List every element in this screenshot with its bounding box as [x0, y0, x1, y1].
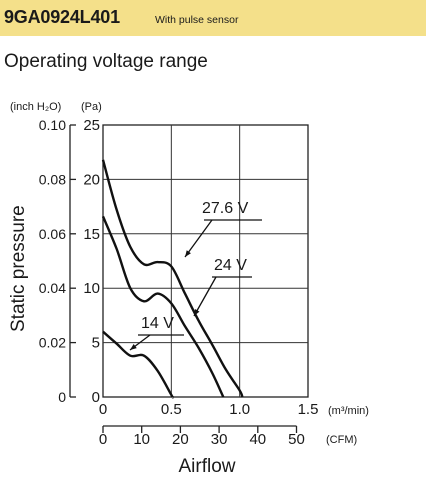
y-axis-title: Static pressure [8, 205, 29, 332]
x-cfm-tick-label: 20 [172, 431, 189, 448]
series-line-2 [102, 330, 175, 399]
chart-series [101, 159, 244, 399]
x-m3-tick-label: 1.0 [229, 401, 250, 418]
x-cfm-tick-label: 50 [288, 431, 305, 448]
y-right-unit-label: (Pa) [81, 101, 102, 113]
y-left-unit-label: (inch H₂O) [10, 101, 61, 113]
y-inch-tick-label: 0.08 [39, 171, 66, 187]
model-number: 9GA0924L401 [4, 7, 120, 27]
x-primary-unit-label: (m³/min) [328, 405, 369, 417]
y-pa-tick-label: 25 [83, 117, 100, 134]
chart-series-labels: 27.6 V 24 V 14 V [129, 200, 262, 351]
series-label-leader-0 [184, 219, 213, 258]
x-cfm-tick-label: 10 [133, 431, 150, 448]
series-label-arrowhead-2 [130, 344, 137, 350]
y-pa-tick-label: 10 [83, 280, 100, 297]
chart-axes: 0 0.02 0.04 0.06 0.08 0.10 0 5 10 15 20 25 0 0.5 1.0 1.… [39, 117, 319, 448]
y-inch-tick-label: 0.10 [39, 117, 66, 133]
series-label-arrowhead-1 [194, 309, 200, 316]
y-inch-tick-label: 0.06 [39, 226, 66, 242]
x-cfm-tick-label: 40 [249, 431, 266, 448]
x-cfm-tick-label: 30 [211, 431, 228, 448]
y-pa-tick-label: 15 [83, 226, 100, 243]
series-label-arrowhead-0 [185, 250, 191, 257]
y-inch-tick-label: 0.04 [39, 280, 66, 296]
x-m3-tick-label: 0 [99, 401, 107, 418]
header-band [0, 0, 426, 36]
series-line-1 [101, 215, 225, 398]
x-m3-tick-label: 0.5 [161, 401, 182, 418]
model-note: With pulse sensor [155, 14, 239, 26]
y-pa-tick-label: 20 [83, 171, 100, 188]
series-label-0: 27.6 V [202, 200, 249, 217]
y-pa-tick-label: 5 [92, 335, 100, 352]
series-label-leader-1 [193, 276, 217, 317]
series-line-0 [101, 159, 244, 398]
x-cfm-tick-label: 0 [99, 431, 107, 448]
section-title: Operating voltage range [4, 51, 208, 72]
series-label-2: 14 V [141, 315, 174, 332]
y-pa-tick-label: 0 [92, 389, 100, 406]
x-secondary-unit-label: (CFM) [326, 434, 357, 446]
plot-frame [102, 124, 309, 398]
x-m3-tick-label: 1.5 [298, 401, 319, 418]
y-inch-tick-label: 0 [58, 389, 66, 405]
series-label-1: 24 V [214, 257, 247, 274]
y-inch-tick-label: 0.02 [39, 335, 66, 351]
chart-grid [102, 124, 309, 398]
x-axis-title: Airflow [178, 456, 235, 477]
